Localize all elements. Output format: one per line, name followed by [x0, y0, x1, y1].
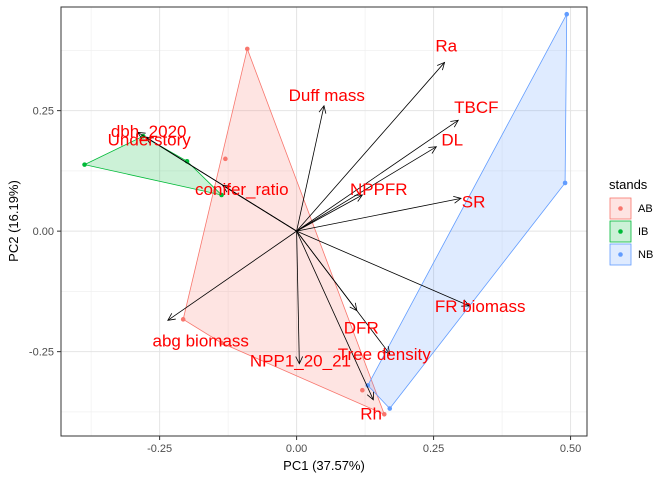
arrow-shaft [296, 230, 374, 401]
loading-label: DL [441, 131, 463, 150]
arrow-head [136, 131, 146, 140]
arrow-shaft [296, 146, 437, 232]
arrow-head [366, 391, 374, 401]
arrow-head [453, 195, 462, 204]
arrow-head [167, 313, 176, 321]
loading-label: dbh_2020 [111, 122, 187, 141]
arrow-shaft [296, 119, 459, 232]
score-point-AB [219, 340, 224, 346]
arrow-head [428, 146, 438, 154]
score-point-AB [244, 46, 250, 52]
loading-label: Understory [108, 131, 192, 150]
arrow-head [450, 119, 459, 128]
arrow-head [354, 194, 364, 202]
x-tick-label: 0.25 [423, 443, 444, 455]
legend-point-NB [618, 252, 623, 257]
arrow-shaft [296, 230, 470, 307]
score-point-AB [223, 156, 228, 162]
loading-labels: Ra TBCF DL SR NPPFR Duff mass dbh_2020Understo… [108, 37, 526, 424]
loading-label: Duff mass [289, 86, 365, 105]
loading-label: abg biomass [153, 332, 249, 351]
score-point-IB [82, 162, 87, 167]
score-point-AB [180, 317, 186, 322]
arrow-head [382, 346, 391, 355]
loading-label: Tree density [338, 345, 431, 364]
legend-title: stands [609, 177, 648, 192]
arrow-head [461, 299, 471, 307]
loading-label: TBCF [454, 98, 498, 117]
arrow-head [437, 61, 446, 71]
y-tick-label: 0.25 [33, 106, 54, 118]
x-axis-title: PC1 (37.57%) [283, 458, 365, 473]
score-point-AB [360, 387, 365, 393]
score-points [82, 11, 570, 417]
legend-label-IB: IB [638, 226, 648, 238]
arrow-shaft [296, 62, 445, 232]
axes: -0.25 0.00 0.25 0.50 -0.25 0.00 0.25 [29, 106, 581, 455]
grid-major [61, 7, 587, 436]
x-tick-label: 0.00 [286, 443, 307, 455]
loading-label: Rh [360, 404, 382, 423]
legend-point-IB [618, 229, 623, 234]
loading-arrows [136, 61, 471, 401]
arrow-shaft [296, 105, 325, 232]
loading-label: Ra [435, 37, 457, 56]
y-tick-label: -0.25 [29, 347, 54, 359]
legend-point-AB [618, 206, 623, 211]
arrow-shaft [167, 230, 297, 321]
legend: stands AB IB NB [609, 177, 653, 266]
score-point-AB [381, 412, 387, 417]
score-point-NB [365, 383, 371, 388]
x-tick-label: -0.25 [147, 443, 172, 455]
arrow-shaft [296, 230, 391, 355]
arrow-head [295, 356, 304, 365]
loading-label: NPP1_20_21 [250, 351, 351, 370]
x-tick-label: 0.50 [560, 443, 581, 455]
arrow-shaft [296, 197, 462, 232]
group-hulls [83, 14, 568, 416]
loading-label: DFR [344, 319, 379, 338]
score-point-NB [387, 406, 393, 411]
arrow-shaft [296, 194, 363, 232]
loading-label: FR biomass [435, 297, 526, 316]
legend-label-NB: NB [638, 249, 653, 261]
loading-label: SR [462, 193, 486, 212]
y-tick-label: 0.00 [33, 226, 54, 238]
legend-label-AB: AB [638, 203, 653, 215]
arrow-head [221, 184, 231, 193]
score-point-NB [564, 11, 570, 17]
arrow-head [318, 104, 327, 114]
arrow-shaft [222, 185, 297, 232]
loading-label: conifer_ratio [195, 180, 289, 199]
score-point-NB [562, 180, 568, 186]
score-point-IB [219, 192, 224, 198]
y-axis-title: PC2 (16.19%) [6, 180, 21, 262]
arrow-head [145, 136, 154, 145]
loading-label: NPPFR [350, 180, 408, 199]
arrow-shaft [296, 231, 300, 364]
panel-border [60, 6, 588, 437]
